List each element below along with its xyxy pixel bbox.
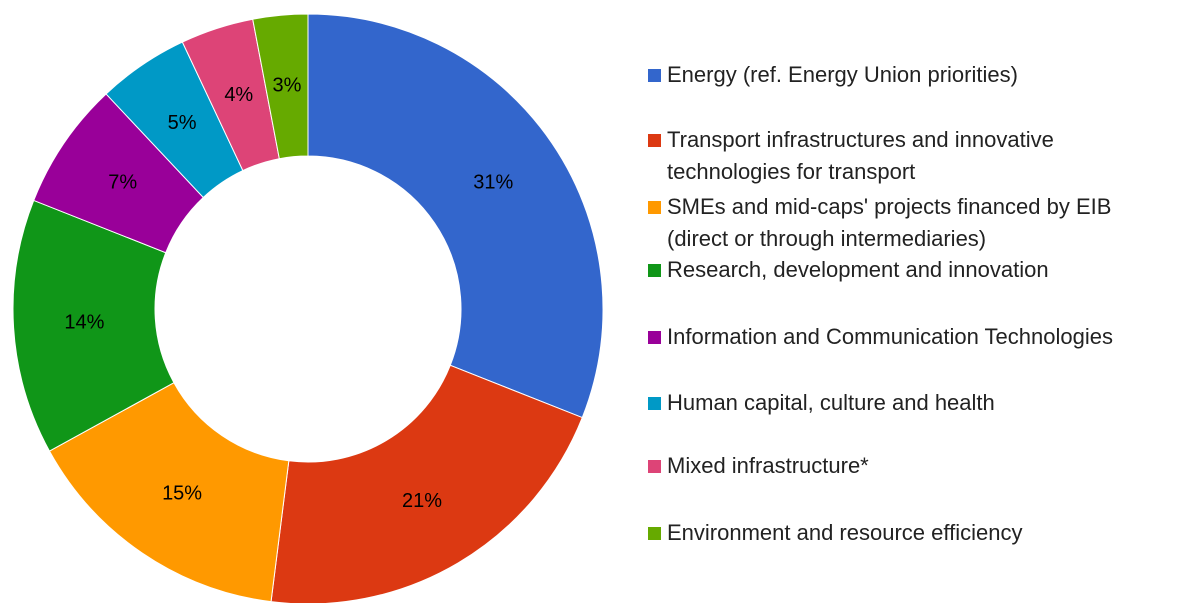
- value-label: 14%: [64, 311, 104, 333]
- legend-item: Energy (ref. Energy Union priorities): [648, 59, 1168, 91]
- legend-swatch: [648, 460, 661, 473]
- legend-swatch: [648, 201, 661, 214]
- legend-swatch: [648, 69, 661, 82]
- slice: [270, 364, 583, 603]
- value-label: 4%: [224, 84, 253, 106]
- legend-label: SMEs and mid-caps' projects financed by …: [667, 194, 1112, 251]
- legend-swatch: [648, 134, 661, 147]
- slice: [252, 13, 309, 160]
- legend-label: Transport infrastructures and innovative…: [667, 127, 1054, 184]
- legend-item: Transport infrastructures and innovative…: [648, 124, 1168, 188]
- legend-item: Human capital, culture and health: [648, 387, 1168, 419]
- slice: [307, 13, 604, 419]
- value-label: 7%: [108, 171, 137, 193]
- legend-item: Research, development and innovation: [648, 254, 1168, 286]
- legend-item: Mixed infrastructure*: [648, 450, 1168, 482]
- legend-swatch: [648, 397, 661, 410]
- legend-swatch: [648, 527, 661, 540]
- value-label: 3%: [272, 74, 301, 96]
- slice: [48, 382, 290, 603]
- legend-label: Information and Communication Technologi…: [667, 324, 1113, 349]
- value-label: 31%: [473, 171, 513, 193]
- value-label: 21%: [402, 490, 442, 512]
- legend-item: Environment and resource efficiency: [648, 517, 1168, 549]
- legend-label: Energy (ref. Energy Union priorities): [667, 62, 1018, 87]
- legend-label: Human capital, culture and health: [667, 390, 995, 415]
- value-label: 15%: [162, 483, 202, 505]
- slice: [12, 199, 175, 452]
- legend-item: SMEs and mid-caps' projects financed by …: [648, 191, 1168, 255]
- value-label: 5%: [168, 112, 197, 134]
- legend-item: Information and Communication Technologi…: [648, 321, 1168, 353]
- legend-label: Research, development and innovation: [667, 257, 1049, 282]
- chart: 31% 21% 15% 14% 7% 5% 4% 3%: [12, 13, 604, 603]
- legend-label: Environment and resource efficiency: [667, 520, 1023, 545]
- legend-swatch: [648, 264, 661, 277]
- legend-swatch: [648, 331, 661, 344]
- legend-label: Mixed infrastructure*: [667, 453, 869, 478]
